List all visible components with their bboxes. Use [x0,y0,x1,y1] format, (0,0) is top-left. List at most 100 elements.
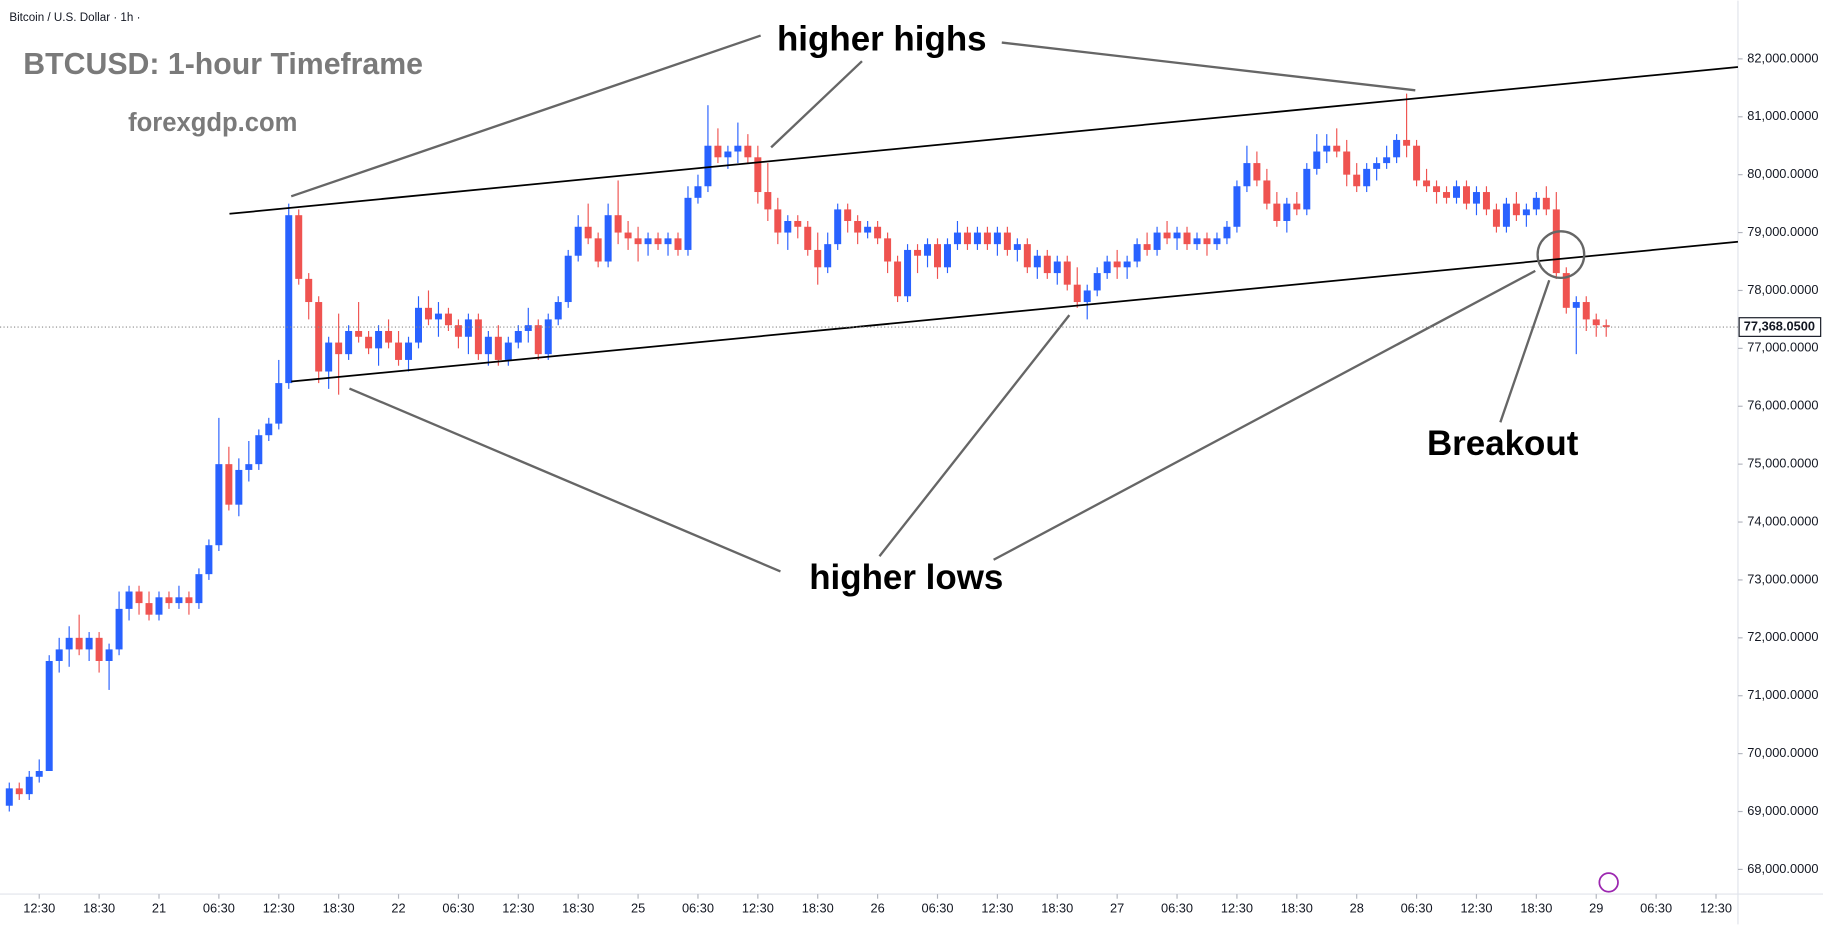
candle-body [105,649,113,661]
candle-body [1063,261,1071,285]
candle-body [325,342,333,372]
candle-body [1403,139,1411,146]
y-tick-label: 79,000.0000 [1747,224,1818,239]
candle-body [1433,186,1441,193]
candle-body [644,238,652,245]
symbol-header: Bitcoin / U.S. Dollar · 1h · [9,11,140,24]
candle-body [1602,325,1610,328]
candle-body [1213,238,1221,245]
candle-body [265,423,273,436]
candle-body [175,597,183,604]
pointer [1499,279,1551,423]
candle-body [1173,232,1181,239]
x-tick-label: 18:30 [83,901,115,916]
candle-body [1023,244,1031,268]
candle-body [1193,238,1201,245]
candle-body [704,145,712,187]
y-tick-label: 81,000.0000 [1747,108,1818,123]
candle-body [385,330,393,343]
candle-body [395,342,403,360]
candle-body [924,244,932,256]
candle-body [604,215,612,262]
candle-body [1572,302,1580,308]
candle-body [464,319,472,337]
candle-body [315,302,323,372]
x-tick-label: 06:30 [203,901,235,916]
x-tick-label: 12:30 [502,901,534,916]
candle-body [983,232,991,245]
candle-body [914,249,922,256]
candle-body [1552,209,1560,274]
candle-body [205,545,213,575]
y-tick-label: 74,000.0000 [1747,513,1818,528]
x-tick-label: 06:30 [442,901,474,916]
x-tick-label: 25 [631,901,645,916]
y-tick-label: 69,000.0000 [1747,803,1818,818]
candle-body [424,307,432,320]
candle-body [754,157,762,193]
x-tick-label: 18:30 [1520,901,1552,916]
x-tick-label: 12:30 [1460,901,1492,916]
pointer [1001,41,1416,92]
candle-body [854,220,862,233]
candle-body [824,244,832,268]
candle-body [534,325,542,355]
x-tick-label: 06:30 [1161,901,1193,916]
candle-body [934,244,941,268]
candle-body [444,313,452,326]
candle-body [1103,261,1111,274]
candle-body [1333,145,1341,152]
chart-title: BTCUSD: 1-hour Timeframe [23,48,423,81]
candle-body [235,469,243,505]
candle-body [524,325,532,331]
candle-body [65,637,73,650]
candle-body [1373,163,1381,169]
candle-body [1343,151,1351,175]
candle-body [1482,192,1490,210]
candle-body [295,215,303,279]
candle-body [514,330,522,343]
candle-body [145,603,153,615]
candle-body [1053,261,1061,274]
candle-body [85,637,93,650]
x-tick-label: 18:30 [1041,901,1073,916]
candle-body [1592,319,1600,326]
candle-body [694,186,702,198]
candle-body [125,591,133,609]
candle-body [195,574,203,604]
candle-body [1283,203,1291,221]
y-tick-label: 68,000.0000 [1747,861,1818,876]
candle-body [355,330,363,337]
candle-body [474,319,482,355]
candle-body [1423,180,1431,187]
candle-body [744,145,752,158]
replay-icon[interactable] [1598,872,1619,893]
candle-body [1033,255,1041,268]
y-tick-label: 76,000.0000 [1747,398,1818,413]
candle-body [564,255,572,303]
candle-body [434,313,442,320]
candle-body [814,249,822,268]
pointer [993,269,1536,561]
candle-body [45,660,53,771]
candle-body [285,215,293,384]
candle-body [1472,192,1480,204]
candle-body [1043,255,1051,274]
pointer [770,60,863,149]
candle-body [95,637,103,661]
candle-body [714,145,722,158]
candle-body [1153,232,1161,250]
x-tick-label: 12:30 [23,901,55,916]
candle-body [624,232,632,239]
candle-body [963,232,971,245]
candle-body [454,325,462,337]
candle-body [1453,186,1461,198]
candle-body [115,608,123,650]
chart-subtitle: forexgdp.com [128,109,297,137]
candle-body [1462,186,1470,204]
candle-body [1253,163,1261,181]
candle-body [25,776,33,795]
candle-body [345,330,353,355]
candle-body [794,220,802,227]
candle-body [874,226,882,239]
